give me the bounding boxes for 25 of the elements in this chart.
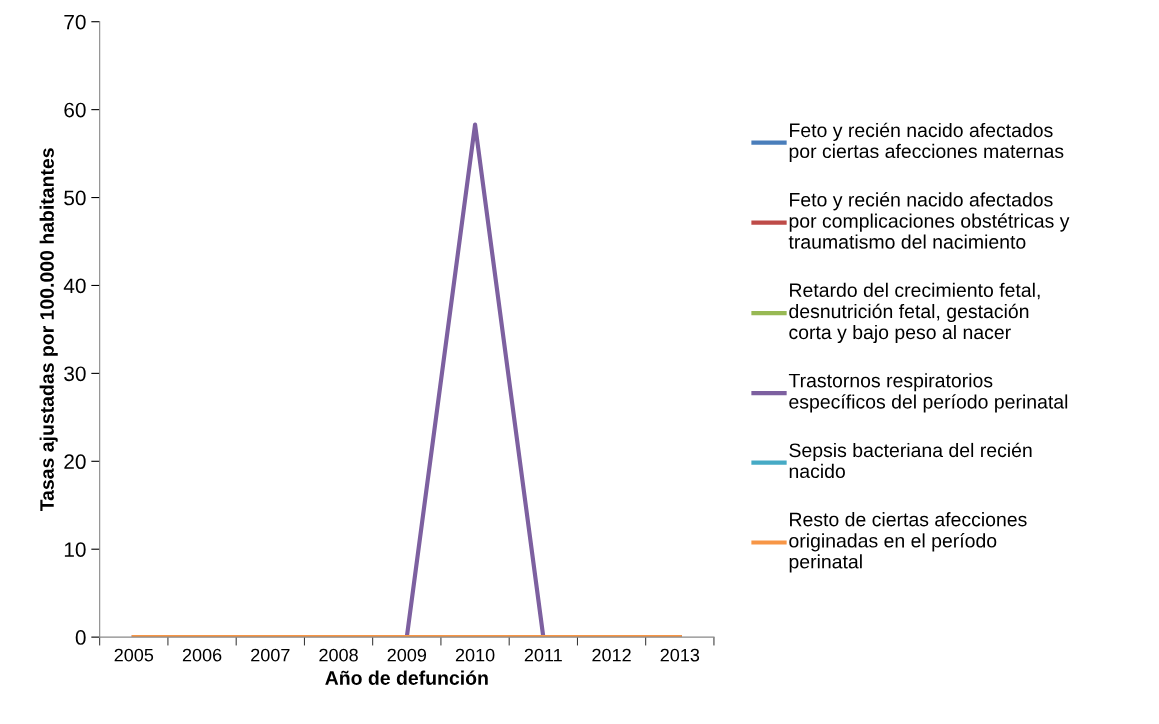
y-tick-label: 0 [75,630,86,645]
legend-label: Retardo del crecimiento fetal, desnutrición fetal, gestación corta y bajo peso al nacer [789,282,1040,344]
x-tick-label: 2009 [387,648,427,662]
y-tick-label: 20 [64,454,86,470]
x-tick-label: 2006 [182,648,222,662]
legend-label: Sepsis bacteriana del recién nacido [789,442,1032,479]
x-tick-label: 2013 [660,648,700,662]
y-tick-label: 10 [64,542,86,557]
x-tick-label: 2008 [319,648,358,662]
x-tick-label: 2011 [524,648,562,662]
x-tick-label: 2012 [592,648,631,662]
y-tick-label: 70 [64,14,86,30]
legend-label: Feto y recién nacido afectados por ciertas afecciones maternas [789,122,1064,162]
x-axis-title: Año de defunción [325,670,488,685]
x-tick-label: 2010 [455,648,495,662]
y-tick-label: 60 [64,102,86,118]
y-axis-title: Tasas ajustadas por 100.000 habitantes [39,148,58,512]
x-tick-label: 2007 [251,648,290,662]
legend-label: Trastornos respiratorios específicos del período perinatal [788,373,1068,413]
legend-label: Resto de ciertas afecciones originadas en el período perinatal [789,512,1027,573]
legend-label: Feto y recién nacido afectados por complicaciones obstétricas y traumatismo del nacimiento [788,192,1070,249]
x-tick-label: 2005 [114,648,154,662]
y-tick-label: 40 [63,278,86,294]
y-tick-label: 50 [64,190,86,206]
y-tick-label: 30 [64,366,86,382]
